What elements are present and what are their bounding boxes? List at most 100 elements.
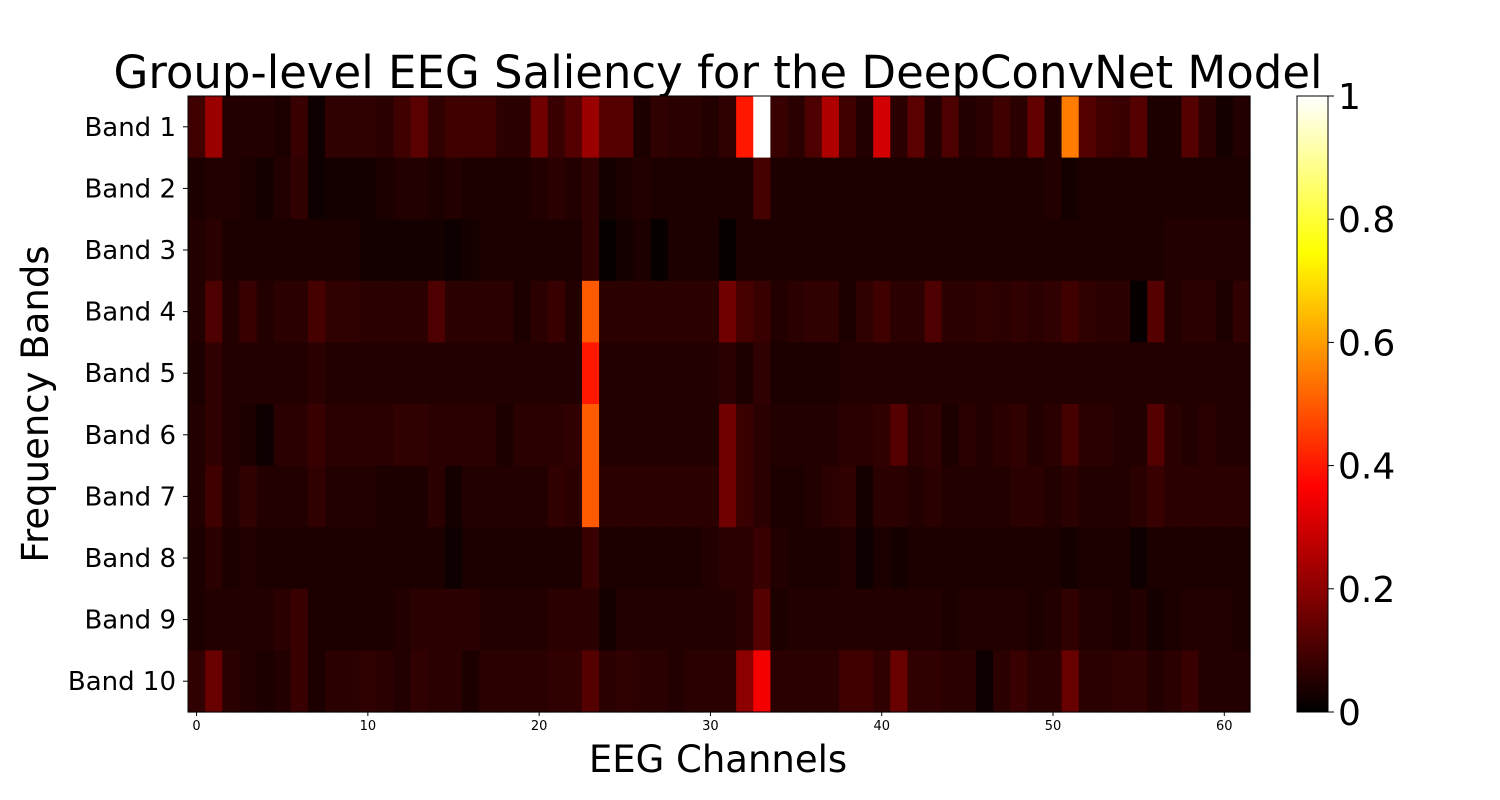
heatmap-cell: [393, 465, 412, 528]
heatmap-cell: [342, 157, 360, 220]
heatmap-cell: [581, 588, 600, 651]
heatmap-cell: [1198, 96, 1217, 159]
heatmap-cell: [873, 650, 891, 713]
heatmap-cell: [290, 219, 309, 282]
heatmap-cell: [239, 219, 258, 282]
heatmap-cell: [359, 650, 378, 713]
heatmap-cell: [1044, 588, 1063, 651]
heatmap-cell: [821, 157, 840, 220]
heatmap-cell: [719, 588, 737, 651]
heatmap-cell: [1010, 280, 1028, 343]
heatmap-cell: [856, 219, 874, 282]
heatmap-cell: [804, 342, 823, 405]
heatmap-cell: [393, 280, 412, 343]
heatmap-cell: [1215, 280, 1234, 343]
heatmap-cell: [599, 280, 617, 343]
x-tick-label: 60: [1216, 719, 1233, 734]
heatmap-cell: [736, 527, 754, 590]
heatmap-cell: [958, 588, 977, 651]
heatmap-cell: [222, 157, 240, 220]
heatmap-cell: [1061, 96, 1080, 159]
heatmap-cell: [684, 157, 703, 220]
heatmap-cell: [1147, 527, 1165, 590]
heatmap-cell: [753, 280, 771, 343]
heatmap-cell: [376, 219, 395, 282]
heatmap-cell: [222, 588, 240, 651]
heatmap-cell: [684, 465, 703, 528]
heatmap-cell: [838, 527, 857, 590]
heatmap-cell: [890, 96, 909, 159]
heatmap-cell: [513, 157, 532, 220]
heatmap-cell: [941, 465, 960, 528]
heatmap-cell: [547, 404, 566, 467]
heatmap-cell: [599, 527, 617, 590]
heatmap-cell: [1215, 588, 1234, 651]
heatmap-cell: [479, 404, 497, 467]
heatmap-cell: [564, 404, 583, 467]
heatmap-cell: [1061, 465, 1080, 528]
heatmap-cell: [873, 280, 891, 343]
heatmap-cell: [736, 588, 754, 651]
heatmap-cell: [307, 342, 326, 405]
heatmap-cell: [1215, 342, 1234, 405]
heatmap-cell: [821, 96, 840, 159]
heatmap-cell: [307, 465, 326, 528]
heatmap-cell: [1112, 342, 1131, 405]
heatmap-cell: [359, 465, 378, 528]
heatmap-cell: [736, 157, 754, 220]
heatmap-cell: [376, 404, 395, 467]
heatmap-cell: [222, 527, 240, 590]
y-tick-labels: Band 1 Band 2 Band 3 Band 4 Band 5 Band 6 Band…: [68, 113, 188, 697]
heatmap-cell: [1095, 588, 1114, 651]
heatmap-cell: [462, 219, 480, 282]
heatmap-cell: [1198, 588, 1217, 651]
heatmap-cell: [719, 527, 737, 590]
heatmap-cell: [444, 588, 463, 651]
heatmap-cell: [342, 465, 360, 528]
heatmap-cell: [410, 465, 429, 528]
heatmap-cell: [222, 342, 240, 405]
heatmap-cell: [325, 280, 343, 343]
heatmap-cell: [393, 588, 412, 651]
heatmap-cell: [307, 404, 326, 467]
heatmap-cell: [1027, 96, 1046, 159]
heatmap-cell: [993, 650, 1011, 713]
heatmap-cell: [924, 588, 943, 651]
heatmap-cell: [890, 650, 909, 713]
heatmap-cell: [530, 342, 549, 405]
heatmap-cell: [479, 96, 497, 159]
heatmap-cell: [770, 342, 789, 405]
heatmap-cell: [770, 157, 789, 220]
heatmap-cell: [188, 96, 206, 159]
heatmap-cell: [342, 650, 360, 713]
heatmap-cell: [1027, 527, 1046, 590]
heatmap-cell: [770, 280, 789, 343]
heatmap-cell: [1027, 280, 1046, 343]
x-tick-label: 30: [702, 719, 719, 734]
heatmap-cell: [821, 280, 840, 343]
heatmap-cell: [376, 588, 395, 651]
heatmap-cell: [462, 588, 480, 651]
heatmap-cell: [1130, 342, 1148, 405]
heatmap-cell: [1095, 219, 1114, 282]
heatmap-cell: [941, 219, 960, 282]
heatmap-cell: [941, 527, 960, 590]
colorbar-tick-label: 0.8: [1338, 200, 1395, 241]
heatmap-cell: [1095, 650, 1114, 713]
heatmap-cell: [307, 219, 326, 282]
heatmap-cell: [547, 96, 566, 159]
heatmap-cell: [719, 404, 737, 467]
heatmap-cell: [616, 404, 634, 467]
heatmap-cell: [684, 650, 703, 713]
heatmap-cell: [1095, 527, 1114, 590]
heatmap-cell: [787, 404, 806, 467]
heatmap-cell: [616, 157, 634, 220]
heatmap-cell: [222, 96, 240, 159]
heatmap-cell: [307, 280, 326, 343]
heatmap-cell: [633, 588, 652, 651]
heatmap-cell: [924, 280, 943, 343]
heatmap-cell: [890, 465, 909, 528]
heatmap-cell: [736, 219, 754, 282]
heatmap-cell: [496, 588, 515, 651]
heatmap-cell: [1198, 280, 1217, 343]
